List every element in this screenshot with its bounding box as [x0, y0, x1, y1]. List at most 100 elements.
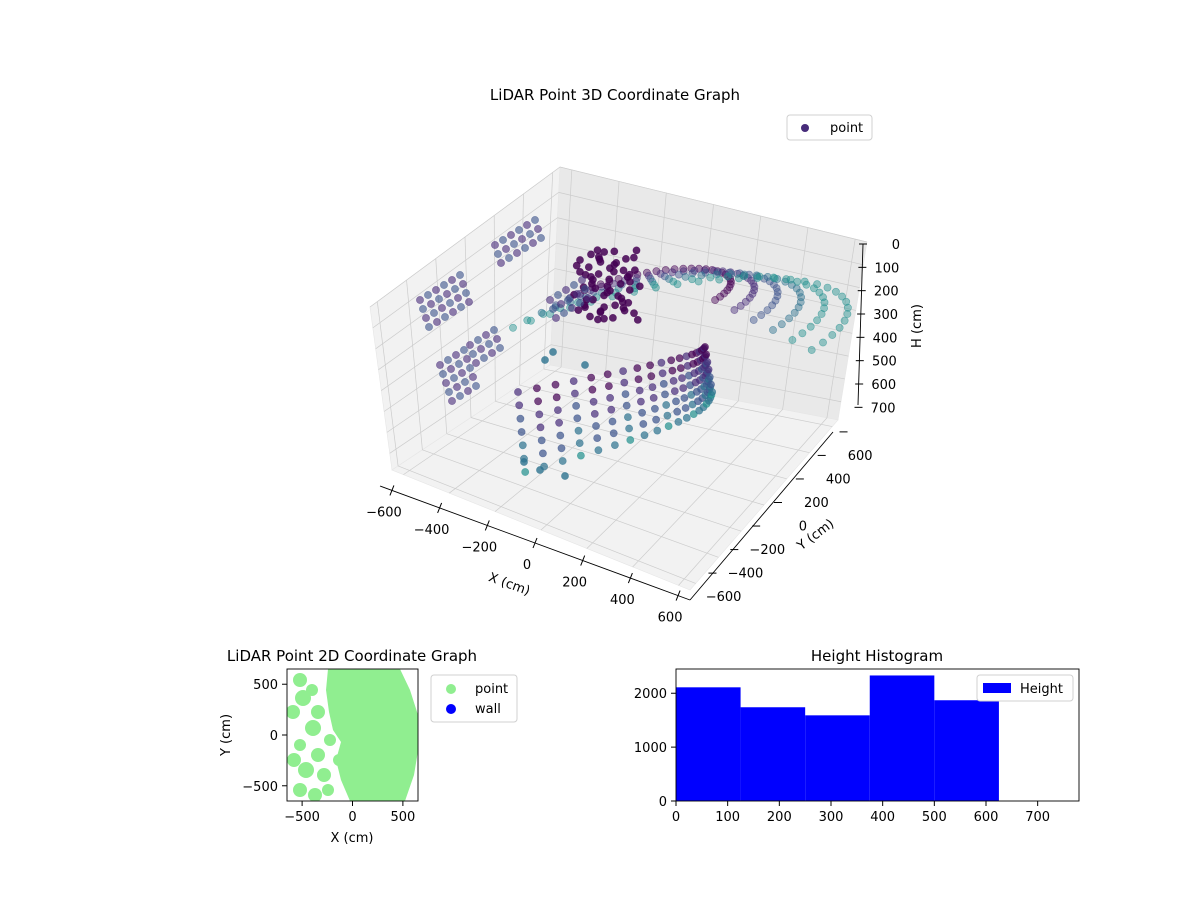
legend-3d: point [786, 114, 873, 141]
histogram-bars [676, 675, 999, 801]
data-point-3d [588, 385, 597, 394]
data-point-3d [813, 280, 821, 289]
grid-line-x-floor [586, 400, 739, 549]
data-point-3d [806, 322, 815, 331]
chart-3d: LiDAR Point 3D Coordinate Graph −600−600… [366, 86, 925, 626]
data-point-3d [637, 397, 645, 406]
data-point-3d [701, 268, 710, 277]
data-point-3d [773, 292, 782, 300]
data-point-3d [444, 356, 452, 364]
chart-2d: LiDAR Point 2D Coordinate Graph −500 0 500… [219, 647, 518, 846]
data-point-3d [568, 304, 576, 312]
data-point-3d [584, 263, 593, 271]
data-point-3d [596, 258, 605, 266]
data-point-3d [832, 287, 840, 296]
data-point-3d [518, 235, 526, 243]
data-point-3d [669, 277, 678, 286]
data-point-3d [593, 434, 602, 442]
data-point-3d [706, 273, 715, 282]
data-point-3d [682, 413, 691, 422]
data-point-3d [631, 266, 639, 275]
data-point-3d [491, 241, 499, 249]
data-point-3d [521, 244, 529, 252]
data-point-3d [668, 366, 677, 375]
legend-2d-label-wall: wall [475, 702, 501, 717]
data-point-3d [730, 306, 739, 314]
data-point-3d [689, 410, 698, 418]
x-tick-label-2d: 0 [348, 810, 356, 825]
grid-line-x-floor [678, 417, 828, 586]
y-tick-label-2d: −500 [242, 780, 278, 795]
data-point-3d [605, 275, 614, 284]
data-point-3d [457, 303, 465, 311]
data-point-3d [546, 296, 554, 304]
data-point-3d [589, 397, 598, 406]
data-point-3d [509, 323, 517, 332]
data-point-3d [610, 267, 618, 276]
x-tick-3d [580, 555, 586, 566]
data-point-3d [472, 382, 480, 390]
data-point-3d [750, 282, 759, 291]
x-tick-label-3d: −600 [366, 505, 402, 520]
data-point-3d [456, 271, 464, 279]
point-cluster-2d [322, 784, 334, 796]
data-point-3d [620, 378, 629, 387]
legend-2d-label-point: point [475, 682, 508, 697]
data-point-3d [810, 284, 818, 293]
data-point-3d [681, 404, 690, 412]
data-point-3d [455, 360, 463, 368]
data-point-3d [505, 254, 513, 262]
data-point-3d [581, 361, 589, 369]
data-point-3d [560, 309, 568, 317]
legend-2d-marker-point [446, 684, 456, 694]
x-tick-label-hist: 300 [819, 810, 844, 825]
data-point-3d [497, 259, 505, 267]
data-point-3d [760, 274, 769, 283]
data-point-3d [749, 316, 758, 324]
data-point-3d [494, 250, 502, 258]
data-point-3d [485, 340, 493, 348]
z-tick-label-3d: 600 [871, 378, 896, 393]
data-point-3d [659, 379, 668, 388]
data-point-3d [646, 361, 654, 370]
data-point-3d [596, 307, 605, 316]
data-point-3d [716, 292, 724, 301]
data-point-3d [518, 441, 527, 450]
grid-line-y-left [376, 301, 399, 467]
data-point-3d [456, 392, 464, 400]
grid-line-y-left [543, 172, 554, 370]
grid-line-z-left [381, 268, 556, 391]
data-point-3d [607, 405, 616, 414]
data-point-3d [675, 354, 684, 363]
y-tick-label-3d: 400 [826, 472, 851, 487]
data-point-3d [551, 380, 560, 389]
data-point-3d [703, 358, 712, 366]
data-point-3d [440, 281, 448, 289]
data-point-3d [625, 286, 634, 294]
z-tick-label-3d: 200 [874, 285, 899, 300]
legend-3d-marker [801, 124, 809, 132]
data-point-3d [572, 401, 580, 410]
data-point-3d [449, 308, 457, 316]
data-point-3d [653, 426, 662, 435]
data-point-3d [552, 314, 560, 322]
chart-3d-title: LiDAR Point 3D Coordinate Graph [490, 86, 740, 104]
data-point-3d [507, 231, 515, 239]
data-point-3d [838, 292, 846, 301]
data-point-3d [817, 310, 826, 318]
data-point-3d [427, 300, 435, 308]
data-point-3d [662, 401, 671, 409]
point-cluster-2d [293, 673, 307, 687]
data-point-3d [605, 382, 613, 390]
grid-line-y-left [464, 236, 472, 418]
data-point-3d [493, 335, 501, 343]
data-point-3d [561, 472, 569, 480]
x-tick-3d [484, 520, 490, 531]
data-point-3d [577, 451, 585, 460]
grid-line-x-back [649, 192, 667, 385]
data-point-3d [603, 370, 612, 379]
data-point-3d [720, 289, 728, 298]
data-point-3d [575, 439, 584, 447]
ticks-3d: −600 −600 −400 −400 −200 −200 0 0 200 200 400 400 60… [366, 238, 900, 626]
histogram-bar [869, 675, 935, 801]
